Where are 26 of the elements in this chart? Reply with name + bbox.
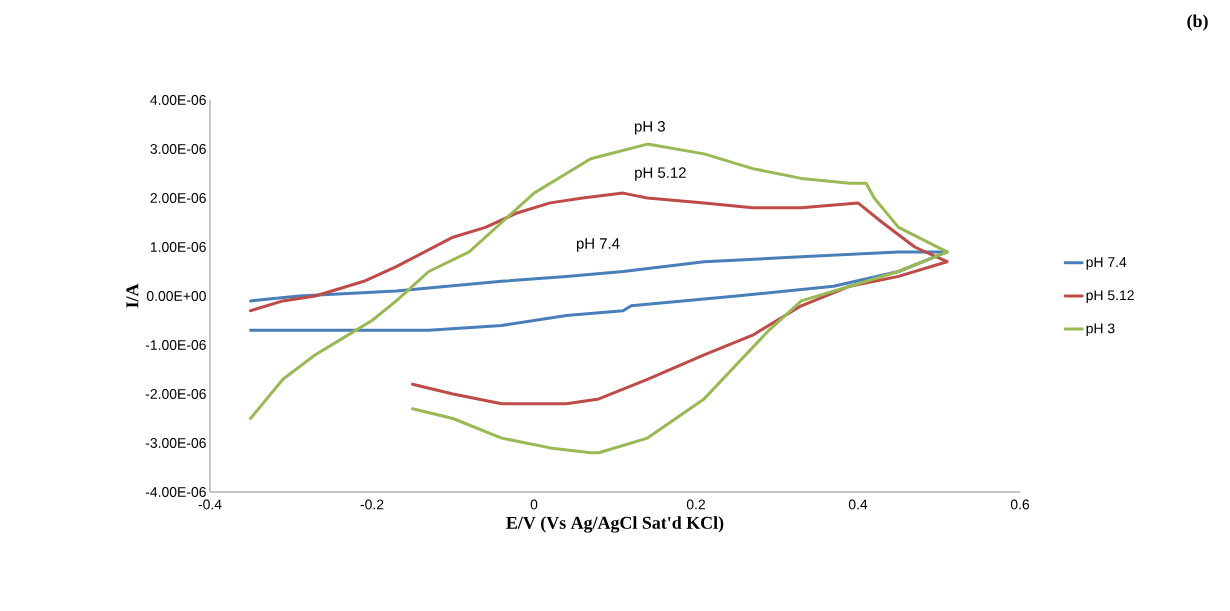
y-tick-label: -1.00E-06 (145, 340, 206, 350)
y-tick-label: 0.00E+00 (146, 291, 206, 301)
legend-label: pH 3 (1086, 323, 1115, 337)
y-axis-title: I/A (126, 283, 139, 308)
x-tick-label: -0.2 (360, 499, 384, 510)
y-tick-label: -3.00E-06 (145, 438, 206, 448)
annotation: pH 7.4 (576, 238, 620, 252)
legend-label: pH 5.12 (1086, 290, 1134, 303)
text: (b) (1187, 14, 1208, 31)
x-tick-label: -0.4 (198, 499, 222, 510)
legend-label: pH 7.4 (1086, 257, 1127, 270)
y-tick-label: 3.00E-06 (150, 144, 206, 154)
line-series (249, 191, 949, 406)
x-tick-label: 0 (530, 499, 538, 510)
x-axis-title: E/V (Vs Ag/AgCl Sat'd KCl) (506, 516, 724, 533)
annotation: pH 3 (635, 121, 665, 135)
y-tick-label: 2.00E-06 (150, 193, 206, 203)
x-tick-label: 0.2 (686, 499, 706, 510)
y-tick-label: -4.00E-06 (145, 487, 206, 497)
line-series (249, 142, 949, 455)
x-tick-label: 0.6 (1010, 499, 1030, 510)
y-tick-label: -2.00E-06 (145, 389, 206, 399)
y-tick-label: 4.00E-06 (150, 95, 206, 105)
annotation: pH 5.12 (635, 167, 686, 181)
y-tick-label: 1.00E-06 (150, 242, 206, 252)
x-tick-label: 0.4 (848, 499, 868, 510)
